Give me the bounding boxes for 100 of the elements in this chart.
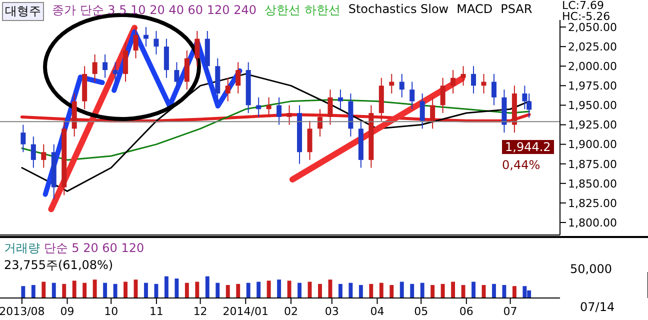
bar [184, 282, 189, 298]
bar [216, 282, 220, 298]
y-tick-label: 1,825.00 [568, 196, 617, 210]
bar [522, 286, 527, 298]
y-tick-label: 1,875.00 [568, 158, 617, 171]
candlestick [471, 66, 476, 94]
bar [451, 282, 456, 298]
bar [103, 282, 108, 298]
x-tick-label: 05 [414, 305, 428, 318]
chart-title: 대형주 [2, 2, 44, 21]
bar [461, 285, 466, 298]
candlestick [276, 96, 282, 126]
bar [390, 285, 394, 298]
x-tick-label: 03 [324, 305, 339, 318]
candlestick [389, 73, 394, 94]
text: 23,755주(61,08%) [4, 257, 114, 274]
text: 상한선 하한선 [264, 2, 340, 19]
bar [195, 282, 200, 298]
bar [21, 286, 26, 298]
bar [502, 285, 506, 298]
candlestick [481, 73, 486, 94]
bar [512, 286, 516, 298]
text: PSAR [500, 2, 532, 18]
candlestick [236, 62, 241, 94]
text: 07/14 [580, 300, 615, 314]
bar [62, 284, 66, 298]
y-tick-label: 1,900.00 [568, 138, 617, 152]
text: Stochastics Slow [348, 2, 449, 18]
x-tick-label: 06 [459, 305, 474, 318]
candlestick [460, 66, 466, 86]
bar [164, 276, 168, 298]
bar [277, 280, 282, 298]
bar [174, 278, 179, 298]
candlestick [420, 92, 425, 130]
bar [400, 282, 404, 298]
bar [472, 282, 476, 298]
bar [348, 282, 353, 298]
bar [31, 285, 36, 298]
candlestick [174, 62, 180, 90]
candlestick [307, 120, 312, 160]
candlestick [30, 136, 36, 168]
bar [42, 282, 46, 298]
x-tick-label: 11 [149, 305, 164, 318]
bar [72, 280, 76, 298]
bar [113, 284, 118, 298]
annotation: 0,44% [502, 158, 540, 172]
bar [379, 282, 384, 298]
text: 50,000 [570, 262, 612, 276]
candlestick [440, 77, 446, 114]
chart-title: 거래량 [4, 241, 40, 255]
bar [369, 284, 374, 298]
candlestick [92, 54, 98, 82]
bar [144, 282, 148, 298]
bar [246, 282, 250, 298]
x-tick-label: 2013/08 [0, 305, 45, 318]
candlestick [256, 96, 262, 118]
candlestick [328, 89, 333, 126]
candlestick [41, 144, 46, 168]
candlestick [164, 38, 169, 78]
text: HC:-5.26 [562, 10, 610, 23]
bar [92, 280, 97, 298]
bar [287, 280, 292, 298]
candlestick [399, 73, 404, 98]
text: 단순 5 20 60 120 [44, 241, 144, 255]
candlestick [410, 81, 415, 110]
bar [318, 284, 322, 298]
y-tick-label: 2,050.00 [568, 20, 617, 34]
x-tick-label: 12 [193, 305, 208, 318]
bar [492, 284, 496, 298]
candlestick [133, 26, 138, 59]
annotation: 1,944.2 [502, 140, 554, 154]
bar [205, 276, 210, 298]
y-tick-label: 2,000.00 [568, 60, 617, 74]
bar [358, 285, 363, 298]
x-tick-label: 09 [60, 305, 74, 318]
y-tick-label: 1,925.00 [568, 118, 617, 132]
x-tick-label: 02 [284, 305, 298, 318]
candlestick [184, 50, 190, 90]
candlestick [450, 70, 456, 94]
x-tick-label: 10 [104, 305, 118, 318]
text: MACD [456, 2, 493, 18]
bar [420, 282, 424, 298]
candlestick [143, 26, 148, 48]
y-tick-label: 1,950.00 [568, 99, 617, 112]
bar [266, 280, 271, 298]
candlestick [194, 30, 200, 67]
bar [226, 285, 230, 298]
bar [338, 284, 342, 298]
candlestick [112, 62, 118, 82]
x-tick-label: 04 [370, 305, 384, 318]
x-tick-label: 07 [503, 305, 518, 318]
bar [440, 284, 445, 298]
candlestick [430, 96, 436, 130]
bar [124, 282, 128, 298]
bar [410, 284, 414, 298]
y-tick-label: 1,800.00 [568, 216, 617, 230]
x-tick-label: 2014/01 [222, 305, 268, 318]
candlestick [154, 30, 159, 55]
candlestick [338, 89, 343, 110]
bar [430, 285, 435, 298]
